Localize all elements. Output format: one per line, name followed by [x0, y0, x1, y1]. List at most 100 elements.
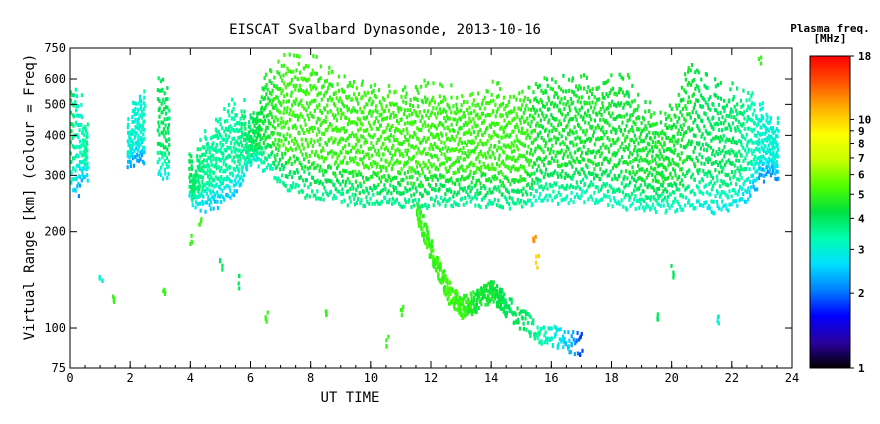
echo-mark — [205, 149, 208, 154]
echo-mark — [736, 86, 739, 91]
echo-mark — [195, 200, 198, 205]
echo-mark — [363, 190, 366, 195]
echo-mark — [139, 106, 142, 111]
echo-mark — [508, 206, 511, 211]
echo-mark — [230, 116, 233, 121]
echo-mark — [534, 111, 537, 115]
echo-mark — [373, 186, 377, 191]
echo-mark — [606, 136, 609, 140]
echo-mark — [594, 101, 597, 106]
echo-mark — [337, 163, 340, 168]
echo-mark — [86, 134, 89, 139]
echo-mark — [439, 162, 442, 167]
echo-mark — [330, 179, 333, 184]
echo-mark — [499, 302, 502, 307]
echo-mark — [560, 148, 563, 153]
echo-mark — [254, 152, 257, 157]
echo-mark — [677, 152, 680, 157]
echo-mark — [620, 87, 623, 92]
echo-mark — [283, 52, 286, 57]
echo-mark — [704, 112, 707, 117]
echo-mark — [160, 101, 163, 106]
echo-mark — [168, 108, 171, 113]
echo-mark — [250, 138, 253, 143]
echo-mark — [620, 114, 623, 119]
echo-mark — [494, 122, 497, 127]
echo-mark — [127, 130, 130, 135]
echo-mark — [530, 107, 533, 112]
echo-mark — [304, 137, 307, 142]
echo-mark — [552, 189, 555, 194]
echo-mark — [378, 191, 381, 196]
echo-mark — [277, 138, 281, 143]
echo-mark — [299, 88, 302, 92]
echo-mark — [298, 176, 301, 180]
echo-mark — [432, 95, 435, 100]
echo-mark — [230, 140, 233, 145]
echo-mark — [240, 182, 243, 187]
echo-mark — [304, 152, 308, 157]
echo-mark — [656, 201, 659, 206]
echo-mark — [451, 127, 454, 132]
echo-mark — [415, 144, 418, 149]
echo-mark — [759, 107, 762, 112]
echo-mark — [557, 201, 560, 206]
echo-mark — [486, 89, 489, 94]
echo-mark — [241, 165, 244, 170]
echo-mark — [648, 160, 651, 165]
echo-mark — [270, 131, 273, 135]
echo-mark — [310, 149, 314, 154]
y-tick-label: 300 — [44, 168, 66, 182]
echo-mark — [237, 135, 240, 140]
echo-mark — [243, 161, 246, 166]
echo-mark — [294, 147, 297, 152]
echo-mark — [585, 175, 588, 180]
echo-mark — [297, 61, 300, 66]
echo-mark — [493, 177, 496, 181]
echo-mark — [400, 107, 403, 112]
echo-mark — [534, 331, 537, 336]
echo-mark — [607, 78, 610, 83]
echo-mark — [400, 167, 403, 172]
echo-mark — [126, 165, 129, 170]
echo-mark — [331, 154, 334, 159]
echo-mark — [543, 325, 546, 330]
echo-mark — [249, 115, 252, 120]
echo-mark — [80, 160, 83, 165]
echo-mark — [547, 98, 551, 103]
echo-mark — [241, 143, 244, 148]
echo-mark — [455, 178, 458, 183]
echo-mark — [657, 193, 660, 198]
echo-mark — [651, 145, 654, 150]
echo-mark — [166, 147, 169, 152]
echo-mark — [413, 192, 416, 197]
echo-mark — [692, 92, 695, 97]
echo-mark — [228, 113, 231, 118]
echo-mark — [352, 145, 355, 150]
echo-mark — [496, 284, 499, 289]
echo-mark — [518, 200, 521, 205]
echo-mark — [735, 151, 738, 156]
y-axis-label: Virtual Range [km] (colour = Freq) — [22, 54, 38, 341]
echo-mark — [511, 312, 514, 317]
echo-mark — [215, 129, 218, 134]
echo-mark — [271, 150, 274, 155]
echo-mark — [540, 339, 543, 344]
echo-mark — [274, 158, 277, 163]
echo-mark — [512, 129, 515, 134]
echo-mark — [528, 113, 532, 118]
sporadic-echo-mark — [532, 236, 535, 241]
echo-mark — [584, 173, 587, 178]
echo-mark — [188, 190, 192, 195]
x-tick-label: 6 — [247, 371, 254, 385]
echo-mark — [709, 122, 712, 127]
echo-mark — [457, 203, 460, 208]
echo-mark — [669, 171, 672, 176]
echo-mark — [399, 191, 402, 196]
echo-mark — [652, 122, 655, 127]
echo-mark — [131, 128, 134, 133]
echo-mark — [476, 155, 479, 160]
echo-mark — [541, 187, 544, 192]
echo-mark — [665, 147, 668, 152]
echo-mark — [297, 102, 300, 107]
